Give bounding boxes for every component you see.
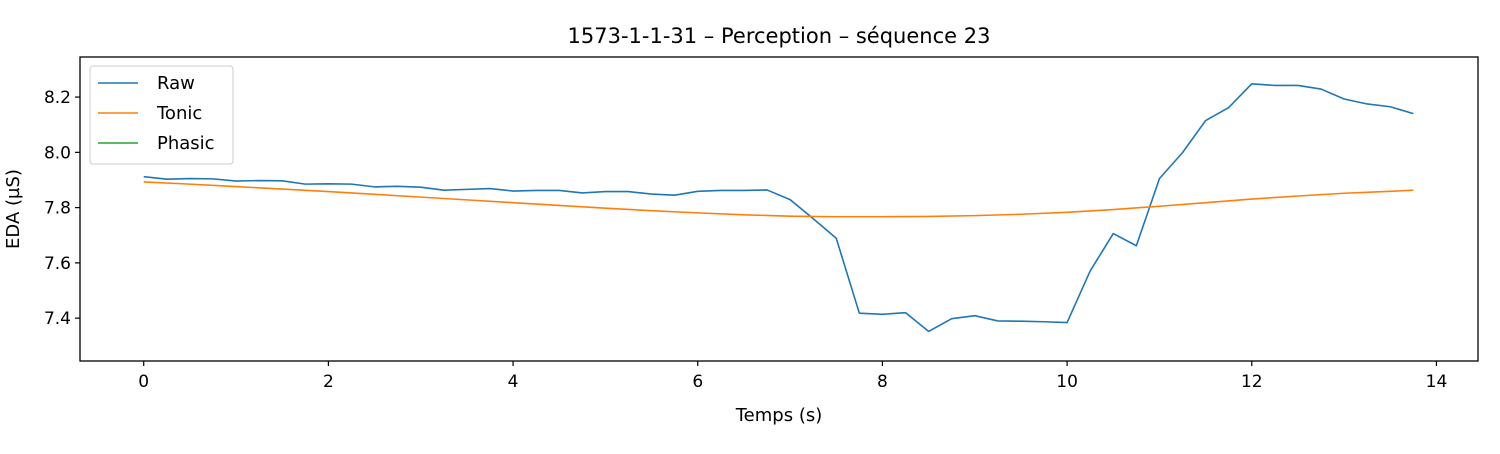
legend-label-raw: Raw [157, 73, 195, 94]
y-tick-label: 7.8 [44, 199, 71, 219]
x-tick-label: 6 [692, 372, 703, 392]
x-tick-label: 0 [138, 372, 149, 392]
x-tick-label: 12 [1241, 372, 1263, 392]
y-tick-label: 7.6 [44, 254, 71, 274]
x-tick-label: 10 [1056, 372, 1078, 392]
x-axis-label: Temps (s) [735, 405, 823, 426]
x-tick-label: 2 [323, 372, 334, 392]
x-tick-label: 14 [1426, 372, 1448, 392]
series-line-tonic [143, 181, 1414, 218]
legend-label-phasic: Phasic [157, 133, 215, 154]
x-tick-label: 8 [877, 372, 888, 392]
y-tick-label: 8.2 [44, 88, 71, 108]
chart-title: 1573-1-1-31 – Perception – séquence 23 [568, 24, 991, 48]
series-line-raw [143, 83, 1414, 333]
legend-box [89, 65, 234, 165]
plot-frame [79, 56, 1479, 362]
y-axis-label: EDA (µS) [3, 169, 24, 249]
y-tick-label: 7.4 [44, 309, 71, 329]
y-tick-label: 8.0 [44, 143, 71, 163]
legend-label-tonic: Tonic [156, 103, 202, 124]
x-tick-label: 4 [508, 372, 519, 392]
